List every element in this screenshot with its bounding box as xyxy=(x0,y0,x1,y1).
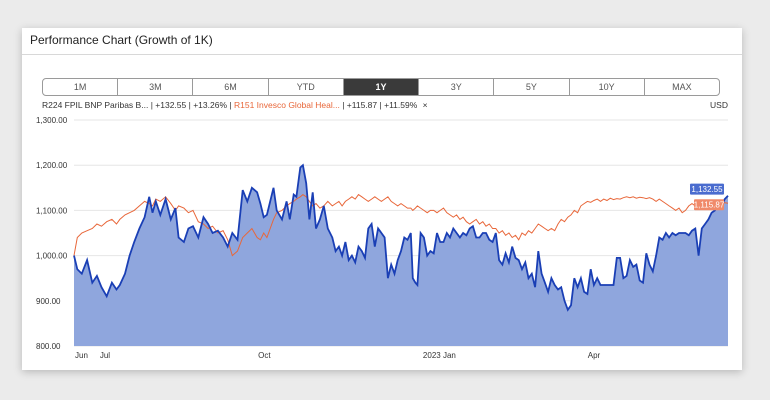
y-tick-label: 1,100.00 xyxy=(36,206,68,215)
y-tick-label: 1,300.00 xyxy=(36,116,68,125)
y-tick-label: 1,200.00 xyxy=(36,161,68,170)
tab-5y[interactable]: 5Y xyxy=(494,79,570,95)
legend-separator: | xyxy=(150,100,153,110)
x-tick-label: Jun xyxy=(75,351,88,360)
currency-label: USD xyxy=(710,100,728,110)
y-axis-ticks: 1,300.00 1,200.00 1,100.00 1,000.00 900.00 80… xyxy=(36,116,68,351)
legend-series2-pct: +11.59% xyxy=(384,100,418,110)
x-tick-label: Apr xyxy=(588,351,601,360)
y-tick-label: 800.00 xyxy=(36,342,61,351)
series1-end-badge: 1,132.55 xyxy=(690,183,724,195)
x-tick-label: Jul xyxy=(100,351,110,360)
x-tick-label: Oct xyxy=(258,351,271,360)
card-title: Performance Chart (Growth of 1K) xyxy=(30,33,213,47)
y-tick-label: 1,000.00 xyxy=(36,252,68,261)
series1-line xyxy=(73,163,729,312)
tab-3m[interactable]: 3M xyxy=(118,79,194,95)
series2-end-label: 1,115.87 xyxy=(694,201,725,210)
tab-1y[interactable]: 1Y xyxy=(343,79,420,95)
series-legend: R224 FPIL BNP Paribas B... | +132.55 | +… xyxy=(42,100,428,110)
tab-6m[interactable]: 6M xyxy=(193,79,269,95)
legend-series2-change: +115.87 xyxy=(346,100,378,110)
series2-line xyxy=(73,193,729,257)
legend-separator: | xyxy=(229,100,232,110)
performance-chart: 1,300.00 1,200.00 1,100.00 1,000.00 900.00 80… xyxy=(36,116,729,360)
tab-max[interactable]: MAX xyxy=(672,82,692,92)
x-axis-ticks: Jun Jul Oct 2023 Jan Apr xyxy=(75,351,601,360)
legend-series1-change: +132.55 xyxy=(155,100,187,110)
legend-separator: | xyxy=(188,100,191,110)
legend-separator: | xyxy=(342,100,345,110)
tab-1m[interactable]: 1M xyxy=(43,79,119,95)
legend-series1-name[interactable]: R224 FPIL BNP Paribas B... xyxy=(42,100,149,110)
remove-series-icon[interactable]: × xyxy=(422,100,428,110)
series1-end-label: 1,132.55 xyxy=(691,185,723,194)
y-tick-label: 900.00 xyxy=(36,297,61,306)
title-divider xyxy=(22,54,742,55)
tab-10y[interactable]: 10Y xyxy=(570,79,645,95)
x-tick-label: 2023 Jan xyxy=(423,351,456,360)
legend-separator: | xyxy=(379,100,382,110)
performance-chart-card: Performance Chart (Growth of 1K) 1M 3M 6… xyxy=(22,28,742,370)
tab-ytd[interactable]: YTD xyxy=(269,79,344,95)
tab-3y[interactable]: 3Y xyxy=(419,79,495,95)
legend-series1-pct: +13.26% xyxy=(193,100,228,110)
legend-series2-name[interactable]: R151 Invesco Global Heal... xyxy=(233,100,340,110)
period-tabs: 1M 3M 6M YTD 1Y 3Y 5Y 10Y MAX xyxy=(42,78,720,96)
series2-end-badge: 1,115.87 xyxy=(694,199,725,211)
